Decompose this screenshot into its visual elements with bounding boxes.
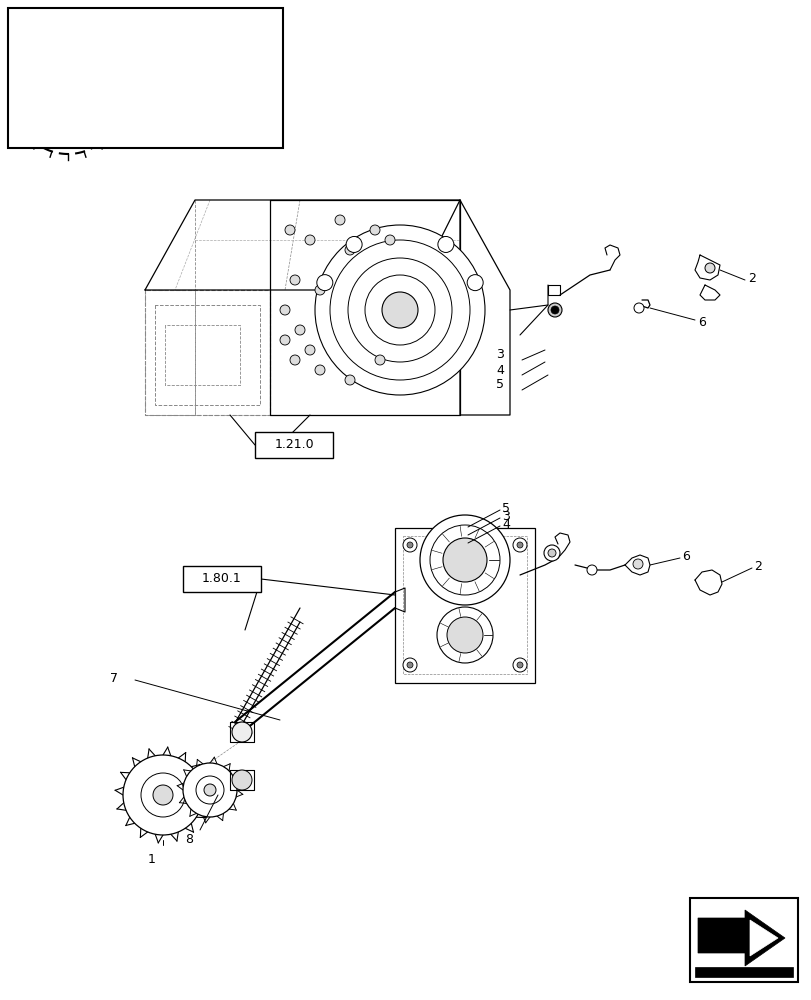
- Circle shape: [517, 542, 522, 548]
- Text: 6: 6: [697, 316, 705, 328]
- Circle shape: [335, 215, 345, 225]
- Circle shape: [437, 236, 453, 252]
- Circle shape: [285, 225, 294, 235]
- Circle shape: [513, 658, 526, 672]
- Circle shape: [466, 275, 483, 291]
- Circle shape: [178, 76, 242, 140]
- Circle shape: [315, 225, 484, 395]
- Bar: [689, 898, 797, 982]
- Circle shape: [402, 538, 417, 552]
- Circle shape: [348, 258, 452, 362]
- Circle shape: [406, 662, 413, 668]
- Text: 2: 2: [753, 560, 761, 572]
- Circle shape: [443, 538, 487, 582]
- Bar: [8, 8, 283, 148]
- Circle shape: [704, 263, 714, 273]
- Circle shape: [547, 549, 556, 557]
- Circle shape: [633, 303, 643, 313]
- Bar: [255, 432, 333, 458]
- Text: 1.80.1: 1.80.1: [202, 572, 242, 585]
- Circle shape: [26, 60, 109, 144]
- Circle shape: [315, 365, 324, 375]
- Text: 1.21.0: 1.21.0: [274, 438, 313, 452]
- Circle shape: [517, 662, 522, 668]
- Circle shape: [345, 245, 354, 255]
- Circle shape: [280, 305, 290, 315]
- Circle shape: [406, 542, 413, 548]
- Circle shape: [316, 275, 333, 291]
- Circle shape: [381, 292, 418, 328]
- Circle shape: [551, 306, 558, 314]
- Circle shape: [370, 225, 380, 235]
- Circle shape: [513, 538, 526, 552]
- Circle shape: [195, 776, 224, 804]
- Circle shape: [586, 565, 596, 575]
- Circle shape: [345, 236, 362, 252]
- Circle shape: [40, 74, 96, 130]
- Text: 3: 3: [496, 349, 504, 361]
- Circle shape: [294, 325, 305, 335]
- Circle shape: [345, 375, 354, 385]
- Circle shape: [315, 285, 324, 295]
- Text: 4: 4: [501, 518, 509, 530]
- Circle shape: [186, 84, 234, 132]
- Bar: [182, 566, 260, 592]
- Bar: [394, 528, 534, 683]
- Circle shape: [329, 240, 470, 380]
- Text: 6: 6: [681, 550, 689, 562]
- Circle shape: [200, 98, 220, 118]
- Circle shape: [419, 515, 509, 605]
- Polygon shape: [694, 967, 792, 977]
- Circle shape: [152, 785, 173, 805]
- Circle shape: [290, 275, 299, 285]
- Circle shape: [53, 87, 83, 117]
- Circle shape: [290, 355, 299, 365]
- Circle shape: [280, 335, 290, 345]
- Circle shape: [232, 722, 251, 742]
- Circle shape: [547, 303, 561, 317]
- Circle shape: [633, 559, 642, 569]
- Text: 3: 3: [501, 510, 509, 522]
- Circle shape: [172, 17, 178, 23]
- Text: 7: 7: [109, 672, 118, 684]
- Polygon shape: [697, 910, 784, 966]
- Circle shape: [384, 235, 394, 245]
- Circle shape: [402, 658, 417, 672]
- Text: 5: 5: [501, 502, 509, 514]
- Text: 5: 5: [496, 378, 504, 391]
- Text: 4: 4: [496, 363, 504, 376]
- Circle shape: [543, 545, 560, 561]
- Circle shape: [430, 525, 500, 595]
- Circle shape: [122, 755, 203, 835]
- Circle shape: [365, 275, 435, 345]
- Circle shape: [141, 773, 185, 817]
- Circle shape: [204, 784, 216, 796]
- Text: 8: 8: [185, 833, 193, 846]
- Circle shape: [305, 235, 315, 245]
- Circle shape: [375, 355, 384, 365]
- Circle shape: [436, 607, 492, 663]
- Polygon shape: [691, 900, 795, 980]
- Circle shape: [446, 617, 483, 653]
- Circle shape: [232, 770, 251, 790]
- Circle shape: [305, 345, 315, 355]
- Polygon shape: [749, 920, 777, 956]
- Circle shape: [182, 763, 237, 817]
- Text: 1: 1: [148, 853, 156, 866]
- Text: 2: 2: [747, 271, 755, 284]
